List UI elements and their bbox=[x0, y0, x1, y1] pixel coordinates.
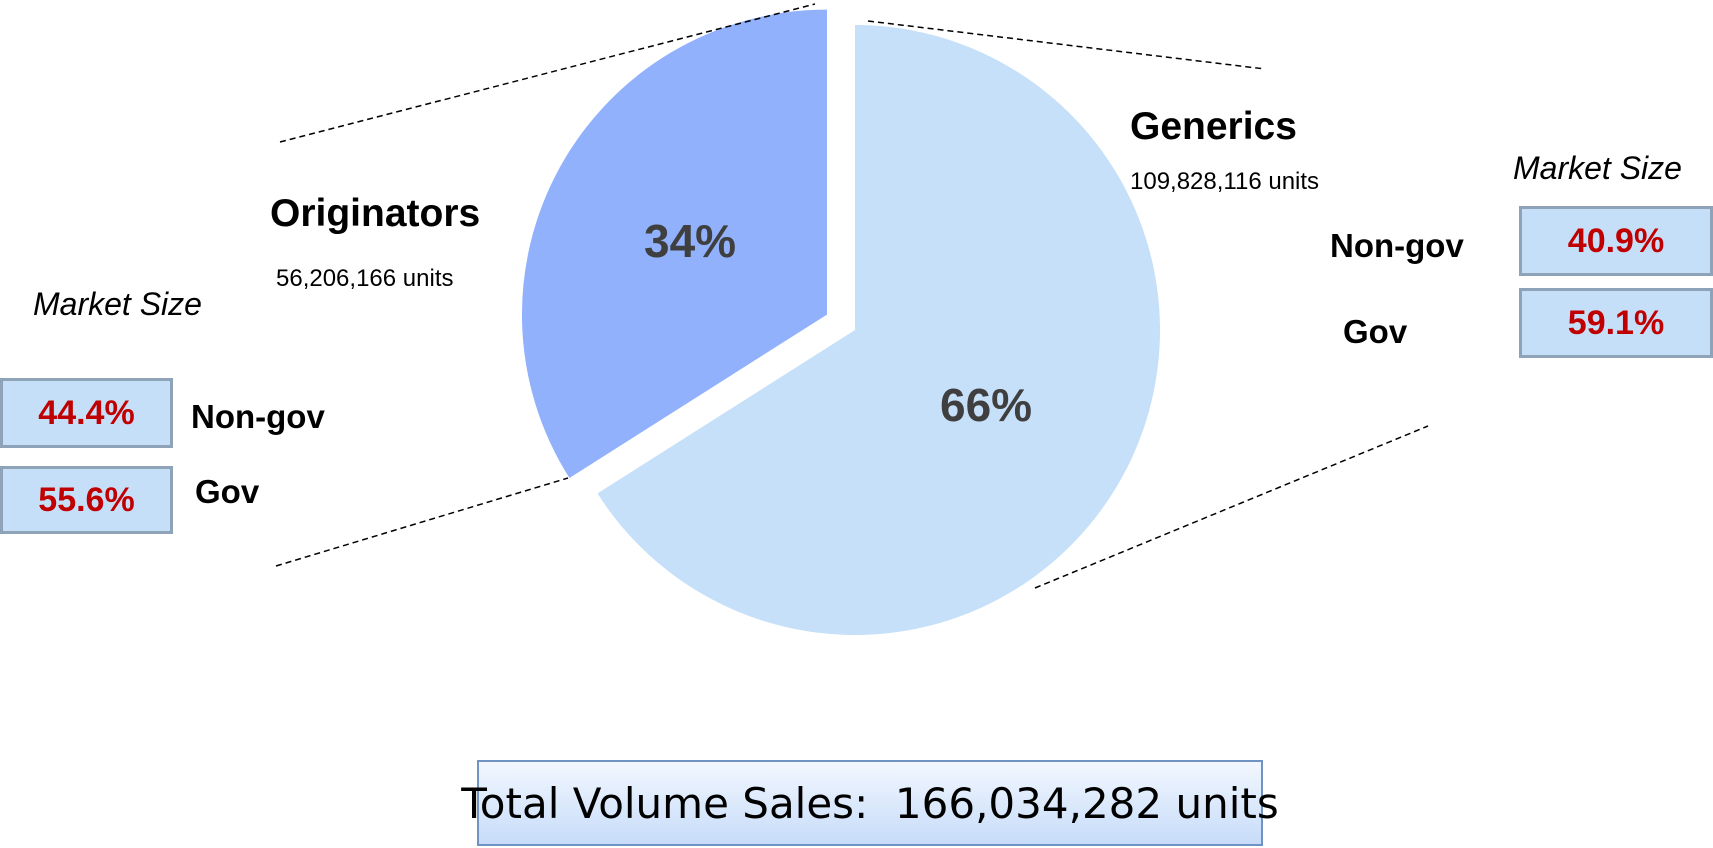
originators-market-size-label: Market Size bbox=[33, 286, 202, 322]
generics-units: 109,828,116 units bbox=[1130, 168, 1320, 195]
originators-connector-bottom bbox=[275, 477, 569, 567]
originators-connector-top bbox=[279, 3, 816, 143]
generics-nongov-share: 40.9% bbox=[1567, 221, 1665, 260]
originators-units: 56,206,166 units bbox=[276, 265, 454, 292]
generics-nongov-label: Non-gov bbox=[1330, 227, 1464, 264]
generics-title: Generics bbox=[1130, 105, 1297, 148]
generics-connector-top bbox=[867, 20, 1266, 70]
originators-nongov-share: 44.4% bbox=[38, 393, 135, 432]
generics-gov-share-box: 59.1% bbox=[1519, 288, 1713, 358]
generics-gov-label: Gov bbox=[1343, 313, 1408, 350]
generics-percent-label: 66% bbox=[940, 379, 1033, 431]
originators-percent-label: 34% bbox=[644, 215, 737, 267]
originators-nongov-label: Non-gov bbox=[191, 398, 325, 435]
generics-gov-share: 59.1% bbox=[1567, 303, 1665, 342]
originators-gov-label: Gov bbox=[195, 473, 260, 510]
generics-nongov-share-box: 40.9% bbox=[1519, 206, 1713, 276]
originators-gov-share: 55.6% bbox=[38, 480, 135, 519]
generics-connector-bottom bbox=[1034, 425, 1429, 589]
originators-slice bbox=[521, 9, 827, 479]
originators-nongov-share-box: 44.4% bbox=[0, 378, 173, 448]
generics-market-size-label: Market Size bbox=[1513, 150, 1682, 186]
originators-title: Originators bbox=[270, 192, 481, 235]
generics-slice bbox=[597, 25, 1160, 636]
total-volume-box: Total Volume Sales: 166,034,282 units bbox=[461, 760, 1279, 846]
originators-gov-share-box: 55.6% bbox=[0, 466, 173, 534]
total-volume-text: Total Volume Sales: 166,034,282 units bbox=[461, 778, 1279, 828]
